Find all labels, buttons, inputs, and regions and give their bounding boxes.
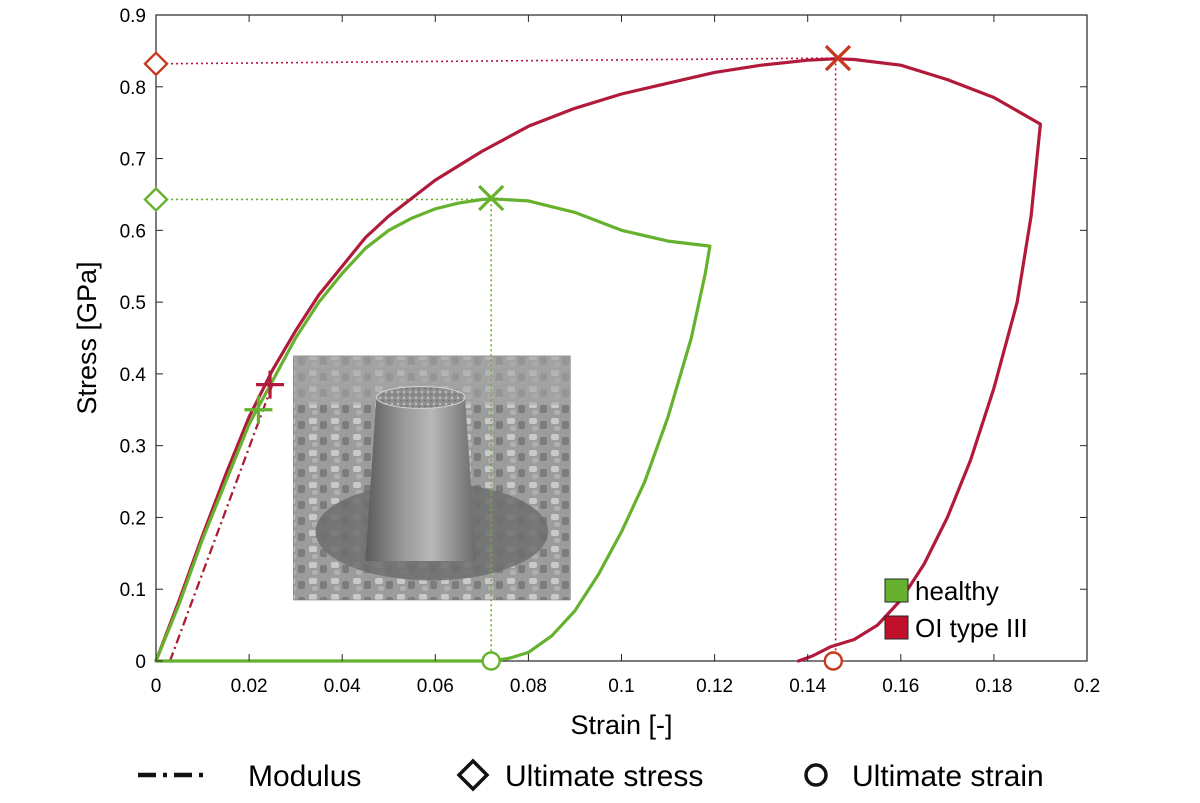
x-axis-ticks: 0 0.02 0.04 0.06 0.08 0.1 0.12 0.14 0.16 0.18 0.2 [151,15,1100,697]
x-tick-label: 0 [151,676,162,697]
x-tick-label: 0.08 [510,676,547,697]
x-tick-label: 0.02 [231,676,268,697]
ultimate-strain-marker [481,651,501,671]
yield-marker [244,395,273,424]
y-tick-label: 0.1 [120,580,146,601]
y-tick-label: 0.5 [120,293,146,314]
ultimate-stress-marker [143,186,169,213]
x-tick-label: 0.06 [417,676,454,697]
modulus-line [168,384,274,662]
data-curves [154,57,1043,663]
ultimate-stress-marker [143,51,169,77]
ultimate-point-marker [824,44,852,72]
ultimate-point-marker [478,184,505,212]
y-tick-label: 0.6 [120,221,146,242]
guide-line [155,57,837,661]
y-axis-label: Stress [GPa] [72,261,102,414]
yield-marker [256,370,285,399]
key-modulus-label: Modulus [248,760,361,793]
key-ultimate-stress-label: Ultimate stress [505,760,703,793]
y-tick-label: 0.9 [120,6,146,27]
y-tick-label: 0.4 [120,365,147,386]
x-tick-label: 0.14 [789,676,826,697]
y-tick-label: 0 [135,652,146,673]
y-tick-label: 0.7 [120,150,146,171]
x-tick-label: 0.04 [324,676,361,697]
x-tick-label: 0.18 [975,676,1012,697]
legend: healthy OI type III [884,576,1028,643]
legend-swatch [884,615,909,640]
x-axis-label: Strain [-] [570,710,672,740]
inset-pillar-top [375,385,466,409]
key-diamond-icon [456,758,490,792]
legend-label: OI type III [915,613,1028,643]
ultimate-strain-marker [823,651,844,671]
x-tick-label: 0.1 [608,676,634,697]
key-circle-icon [804,763,828,787]
inset-pillar [365,397,477,561]
modulus-lines [168,384,274,662]
legend-label: healthy [915,576,999,606]
legend-swatch [884,578,909,603]
x-tick-label: 0.12 [696,676,733,697]
inset-sem-micrograph [293,355,571,601]
marker-key: Modulus Ultimate stress Ultimate strain [138,758,1044,793]
y-axis-ticks: 0 0.1 0.2 0.3 0.4 0.5 0.6 0.7 0.8 0.9 [120,6,1087,673]
inset-border [293,355,571,601]
data-markers [143,44,852,671]
x-tick-label: 0.16 [882,676,919,697]
key-ultimate-strain-label: Ultimate strain [852,760,1044,793]
x-tick-label: 0.2 [1074,676,1100,697]
y-tick-label: 0.8 [120,78,146,99]
y-tick-label: 0.3 [120,437,146,458]
y-tick-label: 0.2 [120,508,146,529]
series-line [154,57,1043,663]
series-line [154,197,712,663]
